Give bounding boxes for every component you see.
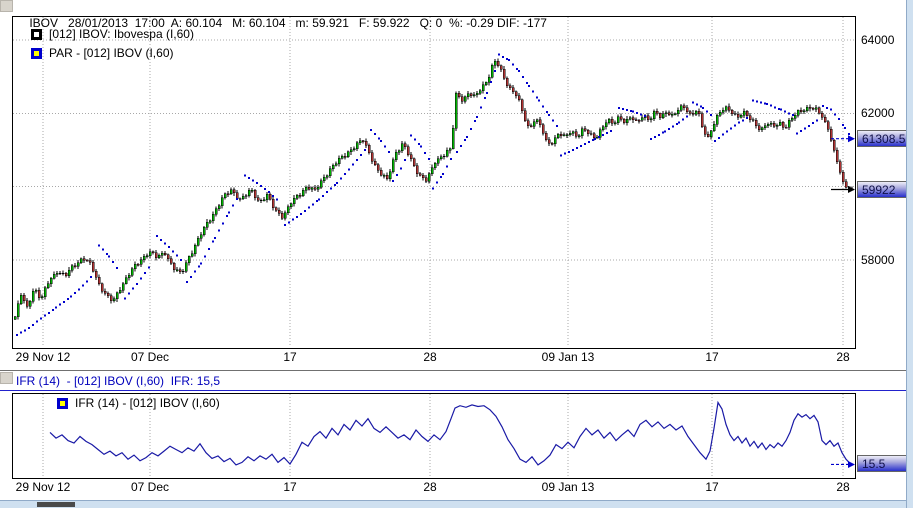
ifr-date-axis-tick-label: 17 xyxy=(283,480,297,494)
panel-corner-block-ifr[interactable] xyxy=(0,372,13,384)
quote-status-text: IBOV 28/01/2013 17:00 A: 60.104 M: 60.10… xyxy=(29,16,547,30)
date-axis-tick-label: 28 xyxy=(423,350,437,364)
legend-item-par[interactable]: PAR - [012] IBOV (I,60) xyxy=(31,46,174,60)
ifr-header-underline xyxy=(0,390,906,391)
price-axis-tick-label: 64000 xyxy=(861,33,895,47)
date-axis-tick-label: 17 xyxy=(283,350,297,364)
ifr-date-axis-tick-label: 28 xyxy=(836,480,850,494)
date-axis-tick-label: 28 xyxy=(836,350,850,364)
date-axis-tick-label: 07 Dec xyxy=(130,350,170,364)
ifr-series-marker-icon xyxy=(57,397,68,409)
price-axis-tick-label: 58000 xyxy=(861,253,895,267)
price-axis-tick-label: 62000 xyxy=(861,106,895,121)
ifr-legend-label: IFR (14) - [012] IBOV (I,60) xyxy=(75,396,220,410)
ifr-date-axis-tick-label: 09 Jan 13 xyxy=(541,480,595,494)
par-price-tag: 61308.5 xyxy=(857,129,910,147)
par-series-marker-icon xyxy=(31,47,42,59)
ifr-value-tag: 15.5 xyxy=(857,455,910,473)
ibov-series-marker-icon xyxy=(31,28,42,40)
window-right-border xyxy=(906,0,913,508)
quote-status-bar: IBOV 28/01/2013 17:00 A: 60.104 M: 60.10… xyxy=(16,2,547,44)
panel-divider xyxy=(0,370,906,371)
panel-corner-block-top[interactable] xyxy=(0,0,13,12)
ifr-date-axis-tick-label: 07 Dec xyxy=(130,480,170,494)
par-legend-label: PAR - [012] IBOV (I,60) xyxy=(49,46,174,60)
scrollbar-thumb[interactable] xyxy=(37,502,75,507)
date-axis-tick-label: 09 Jan 13 xyxy=(541,350,595,364)
ifr-date-axis-tick-label: 17 xyxy=(705,480,719,494)
date-axis-tick-label: 29 Nov 12 xyxy=(15,350,71,364)
ifr-date-axis-tick-label: 29 Nov 12 xyxy=(15,480,71,494)
last-price-tag: 59922 xyxy=(857,180,910,198)
date-axis-tick-label: 17 xyxy=(705,350,719,364)
legend-item-ibov[interactable]: [012] IBOV: Ibovespa (I,60) xyxy=(31,27,194,41)
horizontal-scrollbar[interactable] xyxy=(0,500,913,508)
ifr-date-axis-tick-label: 28 xyxy=(423,480,437,494)
ibov-legend-label: [012] IBOV: Ibovespa (I,60) xyxy=(49,27,194,41)
ifr-panel-header: IFR (14) - [012] IBOV (I,60) IFR: 15,5 xyxy=(16,374,221,388)
legend-item-ifr[interactable]: IFR (14) - [012] IBOV (I,60) xyxy=(57,396,220,410)
